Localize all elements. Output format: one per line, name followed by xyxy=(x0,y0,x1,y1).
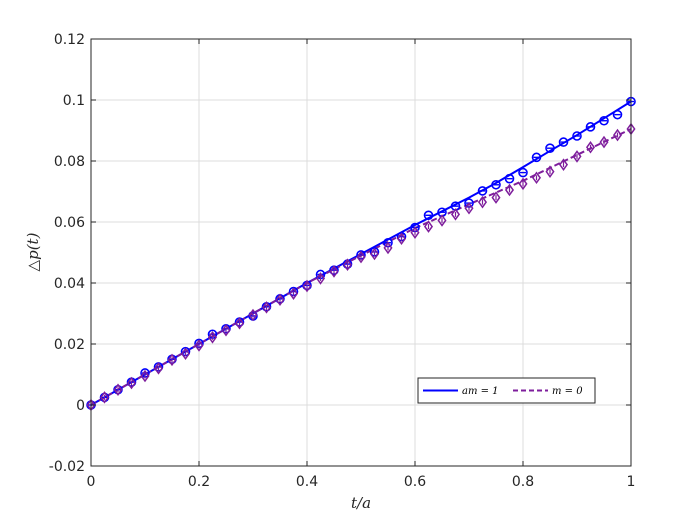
series-markers xyxy=(86,96,636,412)
y-tick-label: 0 xyxy=(76,398,85,414)
x-tick-label: 0.6 xyxy=(404,474,426,490)
series-0-marker xyxy=(477,186,488,196)
legend-label-am1: am = 1 xyxy=(462,386,499,397)
series-1-marker xyxy=(545,165,555,178)
series-1-marker xyxy=(531,171,542,185)
series-1-marker xyxy=(450,208,461,221)
plot-frame xyxy=(90,38,632,467)
y-tick-label: 0.06 xyxy=(54,215,85,231)
series-1-marker xyxy=(518,177,528,191)
legend-label-m0: m = 0 xyxy=(552,386,583,397)
series-1-marker xyxy=(180,347,191,361)
series-1-marker xyxy=(599,135,609,149)
series-1-marker xyxy=(558,158,569,171)
series-0-marker xyxy=(612,109,623,120)
series-1-marker xyxy=(113,383,123,397)
series-0-marker xyxy=(518,167,528,178)
series-0-marker xyxy=(585,122,596,132)
series-1-marker xyxy=(572,150,582,163)
legend: am = 1 m = 0 xyxy=(417,377,596,404)
series-0-marker xyxy=(545,143,555,153)
y-axis-label: △p(t) xyxy=(24,232,42,271)
series-0-marker xyxy=(558,137,569,147)
series-1-marker xyxy=(342,258,353,271)
series-0-marker xyxy=(599,115,609,126)
series-0-marker xyxy=(531,152,542,163)
series-1-marker xyxy=(491,191,501,204)
series-1-marker xyxy=(396,232,407,246)
series-1-marker xyxy=(477,195,488,209)
series-1-marker xyxy=(423,220,434,233)
series-1-marker xyxy=(288,287,299,300)
series-1-marker xyxy=(356,250,366,264)
series-1-marker xyxy=(153,362,164,375)
series-1-marker xyxy=(437,214,447,227)
y-axis: -0.02 0 0.02 0.04 0.06 0.08 0.1 0.12 xyxy=(49,32,631,475)
series-1-marker xyxy=(612,128,623,142)
y-tick-label: 0.02 xyxy=(54,337,85,353)
series-1-marker xyxy=(234,316,245,330)
y-tick-label: 0.1 xyxy=(63,93,85,109)
series-1-marker xyxy=(126,376,137,390)
series-1-marker xyxy=(302,279,312,293)
series-1-marker xyxy=(275,293,285,307)
series-1-marker xyxy=(369,247,380,261)
series-1-marker xyxy=(585,140,596,154)
y-tick-label: 0.12 xyxy=(54,32,85,48)
series-1-marker xyxy=(261,301,272,314)
y-tick-label: -0.02 xyxy=(49,459,85,475)
series-0-marker xyxy=(423,210,434,221)
y-tick-label: 0.08 xyxy=(54,154,85,170)
series-1-marker xyxy=(383,241,393,255)
series-0-marker xyxy=(572,131,582,141)
x-axis: 0 0.2 0.4 0.6 0.8 1 xyxy=(87,39,636,490)
series-1-marker xyxy=(221,323,231,337)
series-1-marker xyxy=(464,201,474,215)
series-1-marker xyxy=(410,226,420,239)
series-1-marker xyxy=(167,353,177,367)
series-1-marker xyxy=(504,183,515,197)
x-tick-label: 0.8 xyxy=(512,474,534,490)
series-1-marker xyxy=(99,391,110,404)
series-1-marker xyxy=(194,339,204,352)
x-tick-label: 0 xyxy=(87,474,96,490)
y-tick-label: 0.04 xyxy=(54,276,85,292)
series-1-marker xyxy=(315,272,326,285)
series-1-marker xyxy=(248,308,258,322)
series-1-marker xyxy=(329,265,339,278)
x-tick-label: 0.4 xyxy=(296,474,318,490)
series-1-marker xyxy=(140,369,150,383)
series-1-marker xyxy=(207,331,218,344)
x-axis-label: t/a xyxy=(351,494,371,512)
x-tick-label: 1 xyxy=(627,474,636,490)
series-0-marker xyxy=(491,179,501,190)
x-tick-label: 0.2 xyxy=(188,474,210,490)
series-0-marker xyxy=(504,173,515,184)
